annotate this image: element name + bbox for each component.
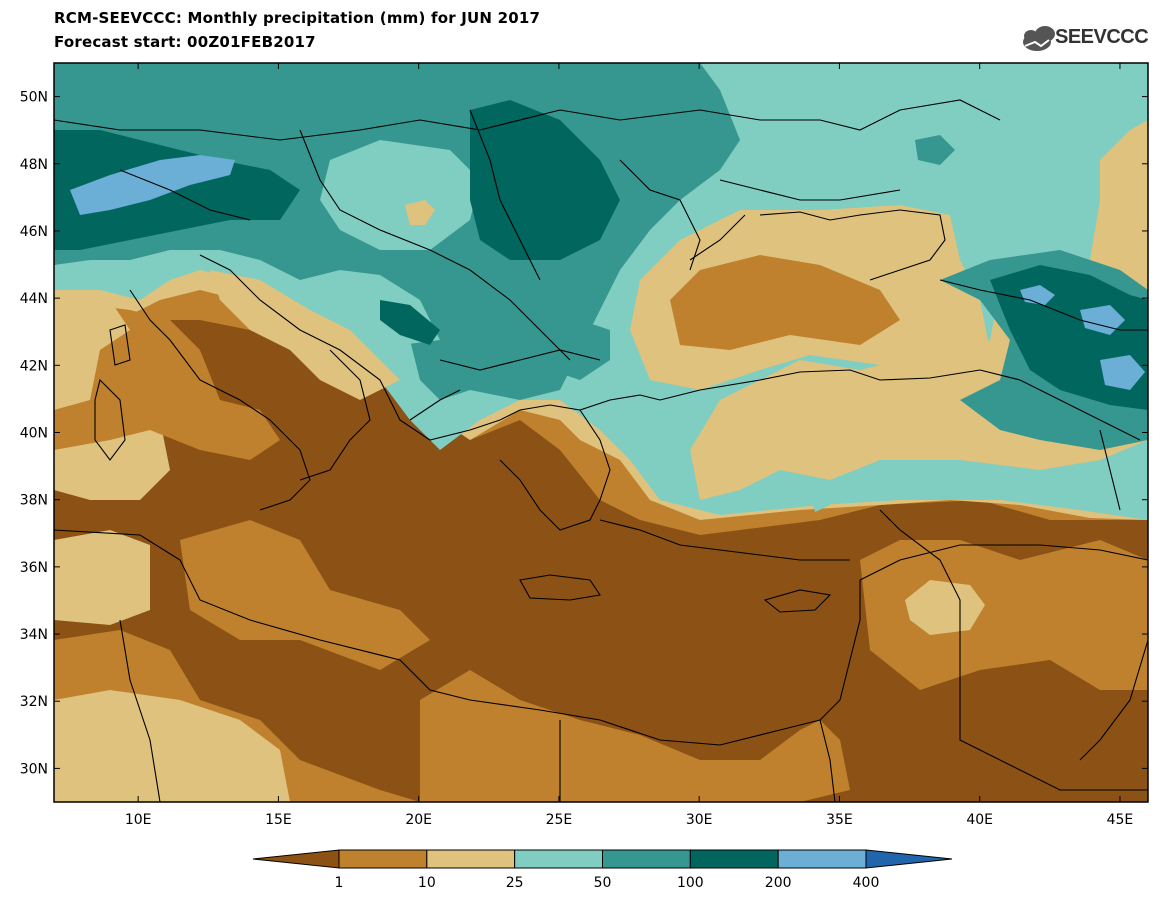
colorbar-segment — [426, 849, 516, 869]
logo-text: SEEVCCC — [1055, 26, 1149, 48]
lat-axis: 50N 48N 46N 44N 42N 40N 38N 36N 34N 32N 30N — [20, 90, 1148, 777]
lon-tick-label: 35E — [826, 812, 853, 828]
lat-tick-label: 50N — [20, 90, 48, 106]
colorbar-segment — [252, 849, 340, 869]
forecast-start-label: Forecast start: 00Z01FEB2017 — [54, 33, 316, 51]
lat-tick-label: 32N — [20, 694, 48, 710]
colorbar-label: 100 — [677, 875, 704, 891]
colorbar-segment — [338, 849, 428, 869]
lat-tick-label: 42N — [20, 358, 48, 374]
lat-tick-label: 30N — [20, 761, 48, 777]
colorbar-label: 10 — [418, 875, 436, 891]
lon-tick-label: 10E — [125, 812, 152, 828]
cloud-icon — [1023, 26, 1055, 51]
colorbar-segment — [602, 849, 691, 869]
lat-tick-label: 48N — [20, 157, 48, 173]
lon-tick-label: 45E — [1107, 812, 1134, 828]
colorbar-label: 50 — [594, 875, 612, 891]
lon-tick-label: 30E — [686, 812, 713, 828]
lon-axis: 10E 15E 20E 25E 30E 35E 40E 45E — [125, 63, 1133, 828]
lon-tick-label: 15E — [265, 812, 292, 828]
colorbar-segment — [689, 849, 779, 869]
colorbar-segment — [865, 849, 953, 869]
colorbar-label: 400 — [853, 875, 880, 891]
coastlines — [54, 99, 1148, 802]
lat-tick-label: 34N — [20, 627, 48, 643]
lat-tick-label: 40N — [20, 426, 48, 442]
map-title: RCM-SEEVCCC: Monthly precipitation (mm) … — [54, 9, 541, 27]
colorbar-segment — [777, 849, 867, 869]
colorbar: 1 10 25 50 100 200 400 — [252, 849, 953, 891]
lat-tick-label: 44N — [20, 291, 48, 307]
colorbar-label: 200 — [765, 875, 792, 891]
colorbar-label: 25 — [506, 875, 524, 891]
lat-tick-label: 46N — [20, 224, 48, 240]
lat-tick-label: 38N — [20, 493, 48, 509]
lon-tick-label: 20E — [405, 812, 432, 828]
lon-tick-label: 25E — [546, 812, 573, 828]
colorbar-segment — [514, 849, 604, 869]
colorbar-label: 1 — [335, 875, 344, 891]
precipitation-field — [54, 63, 1148, 802]
lat-tick-label: 36N — [20, 560, 48, 576]
lon-tick-label: 40E — [966, 812, 993, 828]
